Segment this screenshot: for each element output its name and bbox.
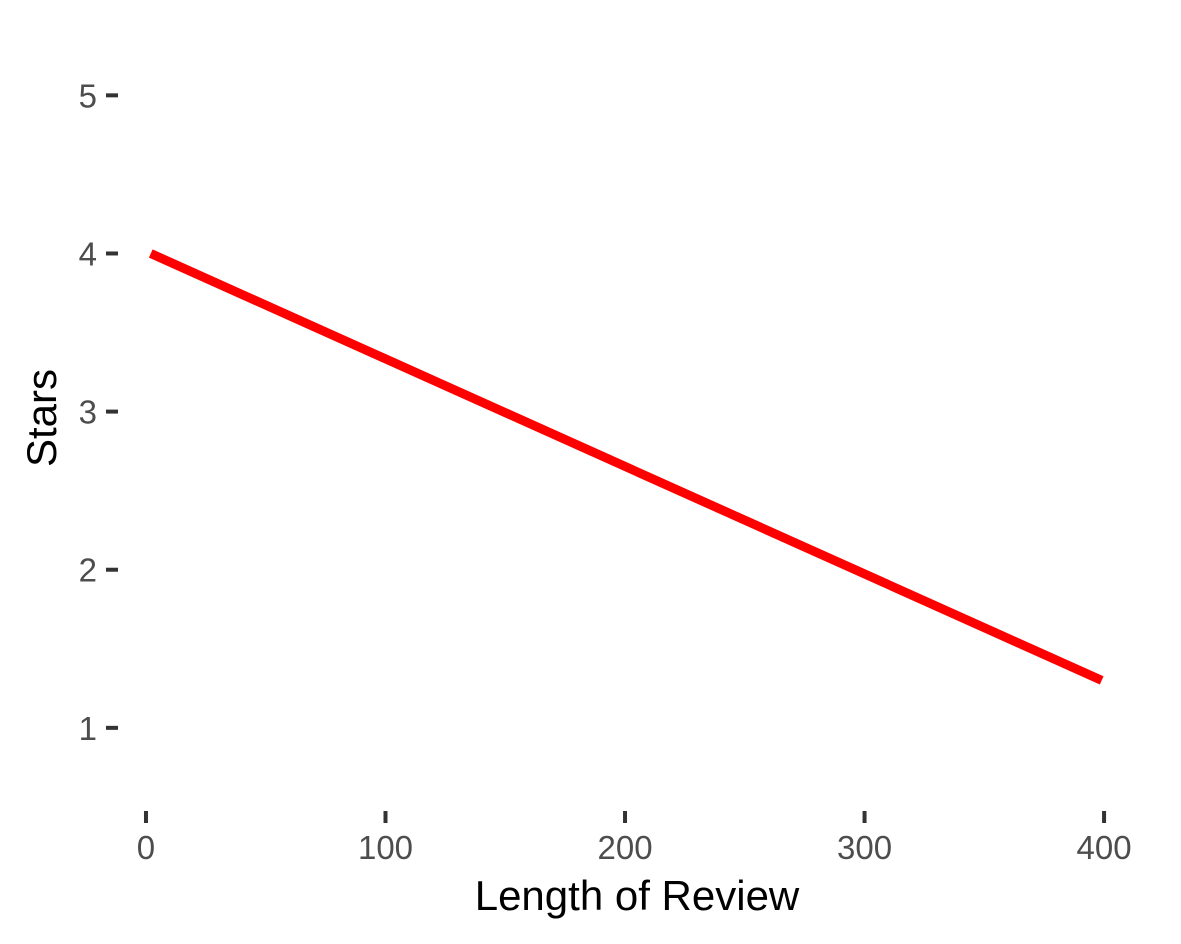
y-tick-label: 4 bbox=[79, 235, 97, 272]
y-tick-label: 3 bbox=[79, 394, 97, 431]
x-tick-label: 0 bbox=[137, 829, 155, 866]
x-axis: 0 100 200 300 400 bbox=[137, 811, 1132, 866]
y-tick-label: 5 bbox=[79, 77, 97, 114]
y-tick-label: 1 bbox=[79, 710, 97, 747]
y-tick-label: 2 bbox=[79, 552, 97, 589]
y-axis: 1 2 3 4 5 bbox=[79, 77, 118, 747]
x-axis-title: Length of Review bbox=[475, 872, 800, 919]
x-tick-label: 200 bbox=[597, 829, 652, 866]
y-axis-title: Stars bbox=[18, 369, 65, 467]
x-tick-label: 300 bbox=[837, 829, 892, 866]
series-line bbox=[148, 249, 1104, 685]
series-layer bbox=[148, 249, 1104, 685]
x-tick-label: 100 bbox=[358, 829, 413, 866]
x-tick-label: 400 bbox=[1077, 829, 1132, 866]
